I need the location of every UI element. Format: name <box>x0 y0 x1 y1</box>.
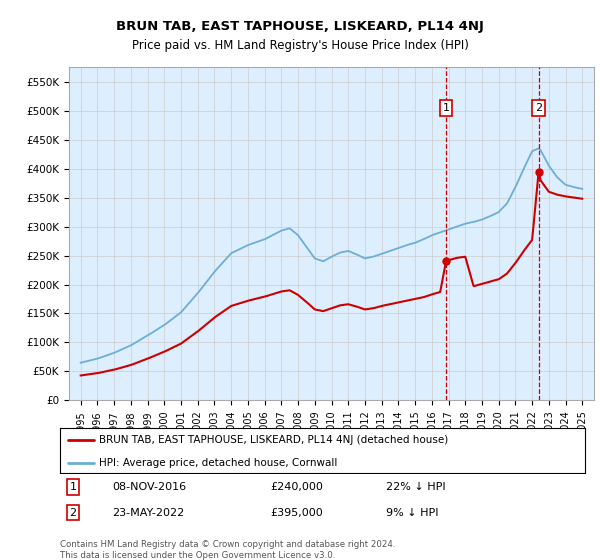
Text: 9% ↓ HPI: 9% ↓ HPI <box>386 507 438 517</box>
Text: £240,000: £240,000 <box>270 482 323 492</box>
Text: 23-MAY-2022: 23-MAY-2022 <box>113 507 185 517</box>
Text: 1: 1 <box>443 103 449 113</box>
Text: Contains HM Land Registry data © Crown copyright and database right 2024.
This d: Contains HM Land Registry data © Crown c… <box>60 540 395 560</box>
Text: 1: 1 <box>70 482 77 492</box>
Text: HPI: Average price, detached house, Cornwall: HPI: Average price, detached house, Corn… <box>100 458 338 468</box>
Text: BRUN TAB, EAST TAPHOUSE, LISKEARD, PL14 4NJ (detached house): BRUN TAB, EAST TAPHOUSE, LISKEARD, PL14 … <box>100 436 449 446</box>
Text: 22% ↓ HPI: 22% ↓ HPI <box>386 482 445 492</box>
Text: BRUN TAB, EAST TAPHOUSE, LISKEARD, PL14 4NJ: BRUN TAB, EAST TAPHOUSE, LISKEARD, PL14 … <box>116 20 484 32</box>
Text: Price paid vs. HM Land Registry's House Price Index (HPI): Price paid vs. HM Land Registry's House … <box>131 39 469 52</box>
Text: £395,000: £395,000 <box>270 507 323 517</box>
Text: 2: 2 <box>535 103 542 113</box>
Text: 2: 2 <box>70 507 77 517</box>
Text: 08-NOV-2016: 08-NOV-2016 <box>113 482 187 492</box>
